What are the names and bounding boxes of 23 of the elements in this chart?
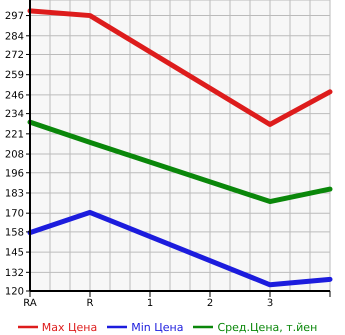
- x-tick-label: R: [86, 298, 94, 310]
- y-tick-label: 234: [4, 109, 24, 120]
- y-tick-label: 183: [4, 188, 24, 200]
- y-tick-label: 284: [4, 31, 24, 42]
- y-tick-label: 132: [4, 268, 24, 279]
- y-tick-label: 170: [4, 208, 24, 220]
- y-tick-label: 196: [4, 168, 24, 180]
- legend-label: Max Цена: [42, 321, 98, 334]
- x-tick-label: 2: [206, 298, 214, 310]
- x-tick-label: RA: [23, 298, 37, 310]
- y-tick-label: 246: [4, 90, 24, 102]
- y-tick-label: 221: [4, 129, 24, 140]
- x-tick-label: 3: [266, 298, 274, 310]
- legend-label: Min Цена: [131, 321, 184, 334]
- legend-label: Сред.Цена, т.йен: [217, 321, 318, 334]
- x-tick-label: 1: [146, 298, 154, 310]
- y-tick-label: 259: [4, 70, 24, 82]
- y-tick-label: 120: [4, 286, 24, 298]
- y-tick-label: 145: [4, 248, 24, 259]
- y-tick-label: 297: [4, 11, 24, 22]
- y-tick-label: 208: [4, 150, 24, 161]
- y-tick-label: 272: [4, 50, 24, 62]
- y-tick-label: 158: [4, 227, 24, 238]
